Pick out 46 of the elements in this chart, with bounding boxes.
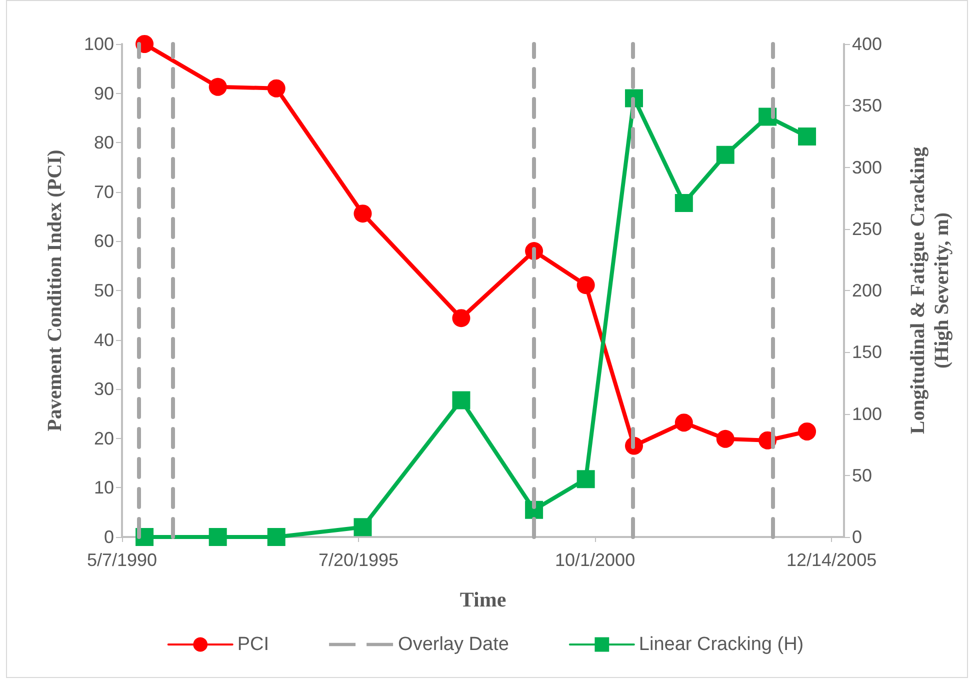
y2-tick-label: 350 <box>852 96 882 116</box>
y2-tick-label: 400 <box>852 34 882 54</box>
legend-label: Overlay Date <box>398 634 509 655</box>
point <box>452 309 470 328</box>
y2-tick-label: 50 <box>852 465 872 486</box>
y2-axis-title: Longitudinal & Fatigue Cracking (High Severity, m) <box>907 146 953 434</box>
point <box>716 146 734 164</box>
x-tick-label: 12/14/2005 <box>786 550 877 570</box>
y-tick-label: 100 <box>84 34 114 54</box>
point <box>267 528 286 546</box>
point <box>452 391 470 410</box>
legend-label: Linear Cracking (H) <box>638 634 804 655</box>
point <box>576 470 595 488</box>
point <box>674 414 693 432</box>
point <box>208 528 227 546</box>
x-tick-label: 10/1/2000 <box>554 550 636 570</box>
point <box>267 79 286 98</box>
y-tick-label: 50 <box>94 280 114 300</box>
y-tick-label: 70 <box>94 182 114 202</box>
legend-label: PCI <box>237 634 270 655</box>
y-tick-label: 0 <box>104 527 114 547</box>
y2-tick-label: 200 <box>852 280 882 300</box>
y-tick-label: 20 <box>94 428 114 448</box>
point <box>208 78 227 96</box>
y2-tick-label: 250 <box>852 218 882 239</box>
y-axis-title: Pavement Condition Index (PCI) <box>44 150 66 432</box>
y-tick-label: 10 <box>94 478 114 498</box>
x-tick-label: 7/20/1995 <box>318 550 399 570</box>
y2-tick-label: 300 <box>852 157 882 178</box>
y2-tick-label: 150 <box>852 342 882 362</box>
point <box>674 194 693 212</box>
point <box>798 127 816 146</box>
point <box>354 518 372 536</box>
x-axis-title: Time <box>460 588 506 612</box>
point <box>354 204 372 223</box>
point <box>798 422 816 440</box>
y-tick-label: 30 <box>94 379 114 400</box>
point <box>716 430 734 448</box>
point <box>576 276 595 294</box>
y-tick-label: 90 <box>94 83 114 104</box>
y-tick-label: 40 <box>94 330 114 350</box>
y2-tick-label: 0 <box>852 527 862 547</box>
y-tick-label: 60 <box>94 231 114 252</box>
y2-tick-label: 100 <box>852 404 882 424</box>
x-tick-label: 5/7/1990 <box>86 550 158 570</box>
y-tick-label: 80 <box>94 132 114 153</box>
